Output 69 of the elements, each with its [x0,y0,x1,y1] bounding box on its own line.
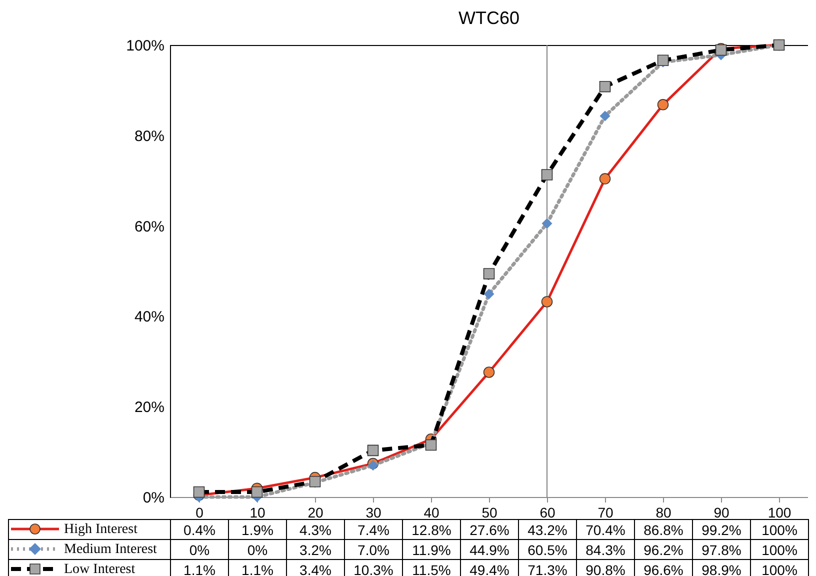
point [600,110,610,122]
point [541,296,553,308]
data-label: 4.3% [286,520,344,540]
data-label: 90.8% [576,560,634,576]
data-label: 0% [170,540,228,560]
data-label: 49.4% [460,560,518,576]
point [251,486,263,498]
point [425,439,437,451]
x-tick-label: 90 [714,504,730,520]
point [483,366,495,378]
x-tick-label: 40 [424,504,440,520]
point [193,486,205,498]
y-tick-label: 20% [134,399,164,416]
data-label: 10.3% [344,560,402,576]
data-label: 7.0% [344,540,402,560]
data-label: 3.4% [286,560,344,576]
x-tick-label: 70 [598,504,614,520]
legend-label: High Interest [8,520,170,540]
data-label: 11.5% [402,560,460,576]
point [367,444,379,456]
x-tick-label: 60 [540,504,556,520]
data-label: 100% [750,520,808,540]
data-label: 96.6% [634,560,692,576]
data-label: 97.8% [692,540,750,560]
point [599,80,611,92]
legend-label: Medium Interest [8,540,170,560]
data-label: 86.8% [634,520,692,540]
x-tick-label: 50 [482,504,498,520]
y-tick-label: 0% [142,490,164,506]
data-label: 11.9% [402,540,460,560]
data-label: 84.3% [576,540,634,560]
data-label: 1.9% [228,520,286,540]
data-label: 99.2% [692,520,750,540]
data-label: 27.6% [460,520,518,540]
point [484,288,494,300]
point [483,268,495,280]
y-tick-label: 80% [134,128,164,145]
x-tick-label: 80 [656,504,672,520]
data-label: 0% [228,540,286,560]
data-label: 71.3% [518,560,576,576]
data-label: 100% [750,540,808,560]
y-tick-label: 60% [134,218,164,236]
data-label: 1.1% [170,560,228,576]
legend-label: Low Interest [8,560,170,576]
chart-title: WTC60 [458,8,520,28]
point [368,460,378,471]
y-tick-label: 40% [134,308,164,326]
y-tick-label: 100% [126,38,164,54]
data-label: 1.1% [228,560,286,576]
data-label: 100% [750,560,808,576]
x-tick-label: 30 [366,504,382,520]
x-tick-label: 20 [308,504,324,520]
data-label: 43.2% [518,520,576,540]
x-tick-label: 0 [196,504,204,520]
point [541,169,553,180]
data-label: 70.4% [576,520,634,540]
x-tick-label: 10 [250,504,266,520]
data-label: 96.2% [634,540,692,560]
x-tick-label: 100 [768,504,792,520]
data-label: 44.9% [460,540,518,560]
data-label: 60.5% [518,540,576,560]
data-label: 3.2% [286,540,344,560]
data-label: 7.4% [344,520,402,540]
data-label: 0.4% [170,520,228,540]
point [657,99,669,110]
data-label: 98.9% [692,560,750,576]
point [599,173,611,184]
point [542,218,552,229]
data-label: 12.8% [402,520,460,540]
